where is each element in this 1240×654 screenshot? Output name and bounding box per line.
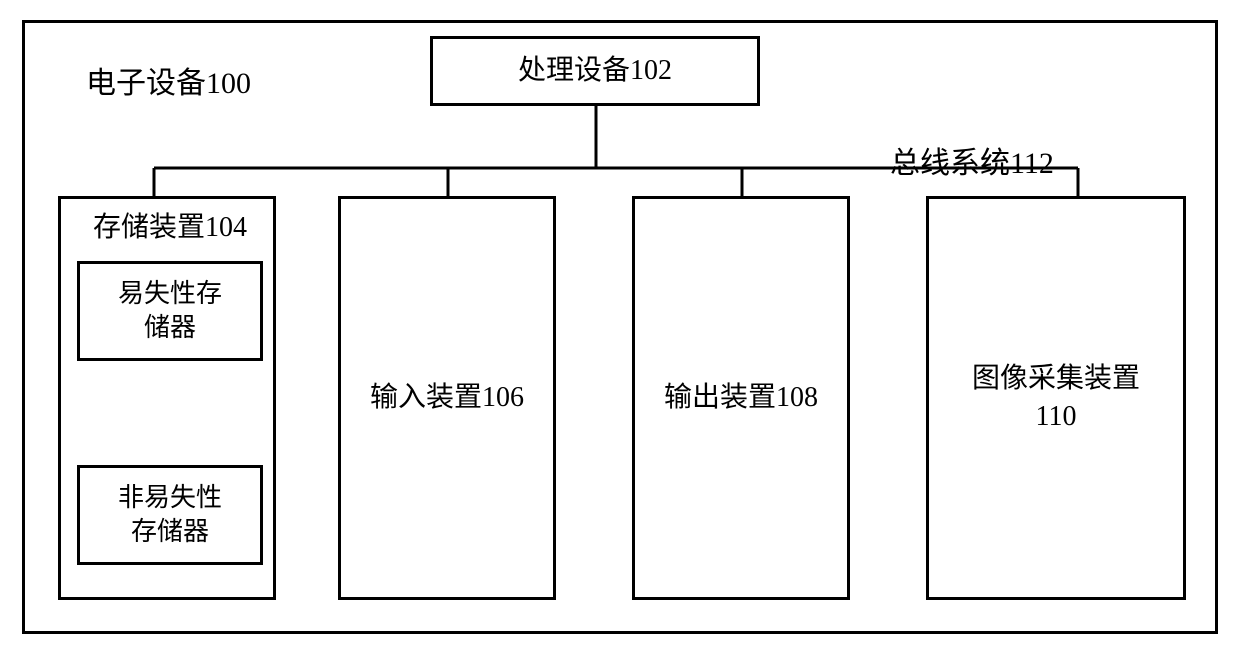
input-device-text: 输入装置106 — [370, 379, 524, 417]
storage-box: 存储装置104 易失性存 储器 非易失性 存储器 — [58, 196, 276, 600]
bus-system-label: 总线系统112 — [890, 138, 1054, 182]
nonvolatile-memory-box: 非易失性 存储器 — [77, 465, 263, 565]
processor-box: 处理设备102 — [430, 36, 760, 106]
image-capture-box: 图像采集装置 110 — [926, 196, 1186, 600]
volatile-memory-box: 易失性存 储器 — [77, 261, 263, 361]
system-title-label: 电子设备100 — [86, 58, 251, 102]
input-device-box: 输入装置106 — [338, 196, 556, 600]
output-device-box: 输出装置108 — [632, 196, 850, 600]
image-capture-text: 图像采集装置 110 — [972, 360, 1140, 436]
storage-title: 存储装置104 — [61, 209, 279, 245]
output-device-text: 输出装置108 — [664, 379, 818, 417]
processor-text: 处理设备102 — [518, 52, 672, 90]
